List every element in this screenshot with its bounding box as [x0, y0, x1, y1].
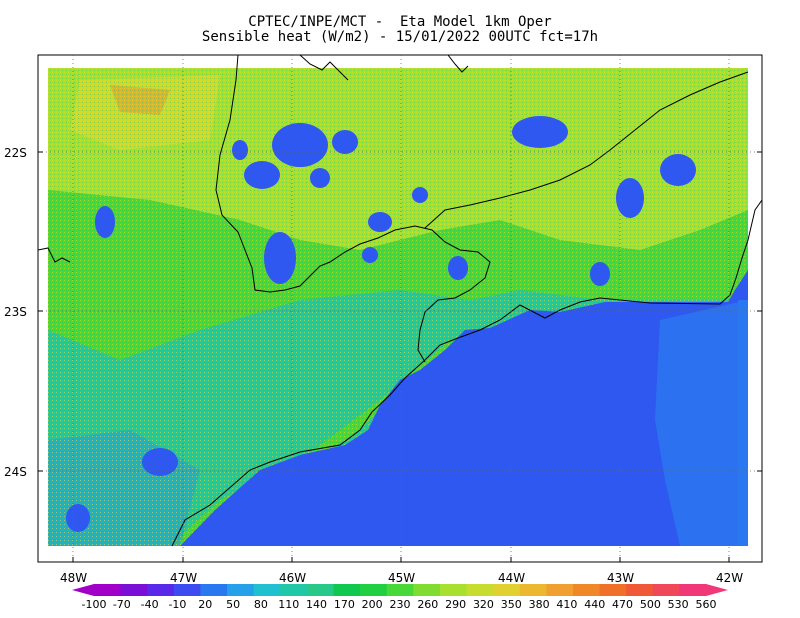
map-frame	[37, 54, 763, 563]
state-border-north	[299, 55, 349, 81]
ocean-edge-band	[738, 300, 748, 546]
map-title-line1: CPTEC/INPE/MCT - Eta Model 1km Oper	[248, 14, 552, 30]
colorbar-label: 230	[390, 598, 411, 611]
colorbar-swatch	[652, 584, 680, 596]
lat-label: 24S	[4, 465, 27, 479]
colorbar-swatch	[306, 584, 334, 596]
ocean	[180, 270, 748, 546]
colorbar-swatch	[679, 584, 707, 596]
colorbar-arrow-high	[706, 584, 728, 596]
colorbar-label: 320	[473, 598, 494, 611]
colorbar-swatch	[626, 584, 654, 596]
colorbar-label: 440	[584, 598, 605, 611]
lat-label: 23S	[4, 305, 27, 319]
colorbar-label: 410	[556, 598, 577, 611]
boundaries	[38, 55, 762, 547]
colorbar-swatch	[546, 584, 574, 596]
colorbar-swatch	[227, 584, 255, 596]
state-border-west	[38, 247, 71, 263]
state-border-sp-mg	[215, 55, 491, 363]
lon-label: 43W	[607, 571, 634, 585]
lon-label: 42W	[716, 571, 743, 585]
colorbar-label: -70	[113, 598, 131, 611]
lon-label: 46W	[279, 571, 306, 585]
field-layer	[48, 68, 748, 546]
colorbar-swatch	[519, 584, 547, 596]
colorbar-label: 560	[696, 598, 717, 611]
colorbar-label: 530	[668, 598, 689, 611]
colorbar-swatch	[360, 584, 388, 596]
ocean-offshore-band	[655, 300, 748, 546]
colorbar-label: 170	[334, 598, 355, 611]
colorbar-label: 500	[640, 598, 661, 611]
colorbar-label: 470	[612, 598, 633, 611]
colorbar-swatch	[333, 584, 361, 596]
colorbar-swatch	[253, 584, 281, 596]
colorbar-arrow-low	[72, 584, 94, 596]
colorbar-swatch	[94, 584, 122, 596]
lon-label: 45W	[388, 571, 415, 585]
colorbar-swatch	[466, 584, 494, 596]
colorbar-swatch	[200, 584, 228, 596]
colorbar: -100 -70 -40 -10 20 50 80 110 140 170 200 230 260 290…	[72, 584, 728, 611]
colorbar-swatch	[147, 584, 175, 596]
graticule	[38, 55, 762, 562]
colorbar-swatch	[599, 584, 627, 596]
colorbar-label: 290	[445, 598, 466, 611]
colorbar-label: 50	[226, 598, 240, 611]
low-flux-blobs	[66, 116, 696, 532]
colorbar-swatch	[439, 584, 468, 596]
state-border-mg-rj	[424, 71, 749, 229]
colorbar-label: 140	[306, 598, 327, 611]
coastline	[171, 199, 762, 547]
colorbar-label: 260	[417, 598, 438, 611]
ticks	[38, 151, 762, 562]
colorbar-label: 200	[362, 598, 383, 611]
lon-label: 48W	[60, 571, 87, 585]
lon-label: 44W	[498, 571, 525, 585]
colorbar-label: 20	[198, 598, 212, 611]
colorbar-label: 110	[278, 598, 299, 611]
colorbar-label: -10	[168, 598, 186, 611]
colorbar-swatch	[120, 584, 148, 596]
map-title-line2: Sensible heat (W/m2) - 15/01/2022 00UTC …	[201, 29, 599, 45]
lon-label: 47W	[170, 571, 197, 585]
colorbar-swatch	[173, 584, 201, 596]
colorbar-swatch	[413, 584, 441, 596]
colorbar-swatch	[493, 584, 521, 596]
colorbar-swatch	[572, 584, 601, 596]
colorbar-swatch	[280, 584, 308, 596]
state-border-north-east	[447, 55, 469, 73]
colorbar-label: 380	[529, 598, 550, 611]
colorbar-label: -40	[141, 598, 159, 611]
colorbar-label: 80	[254, 598, 268, 611]
colorbar-label: -100	[82, 598, 107, 611]
colorbar-label: 350	[501, 598, 522, 611]
colorbar-swatch	[386, 584, 414, 596]
lat-label: 22S	[4, 146, 27, 160]
